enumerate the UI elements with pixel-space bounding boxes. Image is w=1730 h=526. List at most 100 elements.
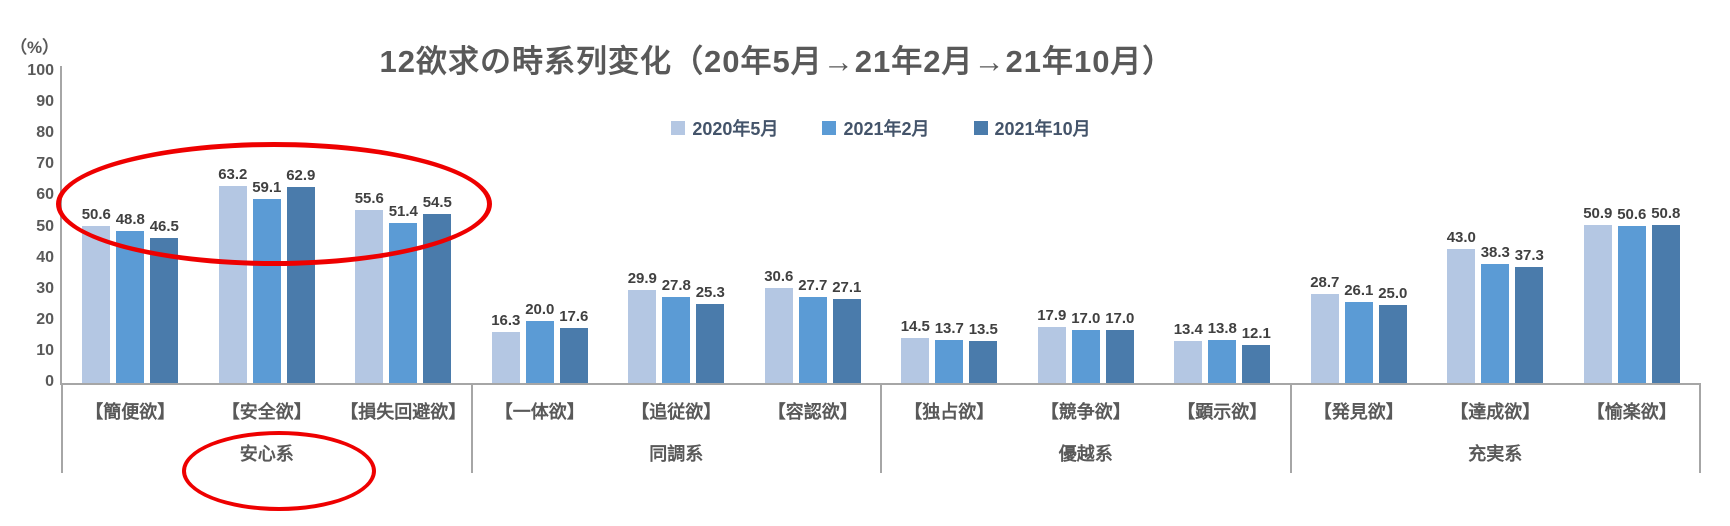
annotation-ellipse-group-label: [182, 431, 376, 511]
bar: [901, 337, 930, 383]
bar: [969, 341, 998, 383]
bar-value-label: 13.4: [1173, 321, 1203, 339]
bar: [1447, 249, 1476, 383]
bar-value-label: 17.6: [559, 308, 589, 326]
category-label: 【独占欲】: [904, 402, 995, 422]
bar: [628, 290, 657, 383]
y-tick-label: 80: [36, 124, 54, 142]
group-divider-line: [470, 383, 473, 473]
category-label: 【競争欲】: [1040, 402, 1131, 422]
bar-value-label: 27.1: [832, 278, 862, 296]
legend-item: 2020年5月: [671, 115, 778, 141]
bar-value-label: 13.8: [1207, 320, 1237, 338]
y-tick-label: 90: [36, 93, 54, 111]
y-tick-label: 0: [45, 373, 54, 390]
category-label: 【追従欲】: [631, 402, 722, 422]
annotation-ellipse-bars: [56, 142, 492, 266]
bar: [662, 296, 691, 383]
bar-value-label: 16.3: [491, 312, 521, 330]
bar: [1071, 330, 1100, 383]
y-axis-unit-label: （%）: [10, 38, 60, 57]
group-divider-line: [1289, 383, 1292, 473]
bar-value-label: 25.0: [1378, 285, 1408, 303]
legend: 2020年5月 2021年2月 2021年10月: [62, 115, 1700, 141]
bar-value-label: 43.0: [1446, 229, 1476, 247]
bar: [832, 298, 861, 383]
bar: [525, 320, 554, 383]
bar: [1583, 224, 1612, 383]
bar-value-label: 20.0: [525, 300, 555, 318]
bar: [764, 287, 793, 383]
group-divider-line: [880, 383, 882, 473]
group-label: 優越系: [1058, 444, 1113, 464]
bar: [491, 332, 520, 383]
legend-series-label: 2021年10月: [994, 119, 1091, 139]
bar: [1105, 330, 1134, 383]
bar-value-label: 12.1: [1241, 325, 1271, 343]
legend-swatch-icon: [671, 121, 686, 135]
group-divider-line: [61, 383, 63, 473]
bar: [1378, 305, 1407, 384]
bar-value-label: 50.6: [1617, 205, 1647, 223]
bar-value-label: 37.3: [1514, 247, 1544, 264]
y-tick-label: 70: [36, 155, 54, 173]
bar: [116, 231, 145, 383]
category-label: 【達成欲】: [1450, 402, 1541, 422]
bar: [935, 340, 964, 383]
y-axis-line: [60, 66, 62, 383]
y-tick-label: 10: [36, 341, 54, 359]
group-label: 同調系: [649, 444, 704, 464]
bar-value-label: 27.8: [661, 276, 691, 294]
legend-item: 2021年10月: [973, 115, 1091, 141]
bar-value-label: 28.7: [1310, 273, 1340, 291]
bar: [1208, 340, 1237, 383]
y-tick-label: 60: [36, 186, 54, 204]
bar: [559, 328, 588, 383]
bar-value-label: 14.5: [900, 317, 930, 335]
category-label: 【愉楽欲】: [1586, 402, 1677, 422]
bar: [1174, 341, 1203, 383]
bar-value-label: 30.6: [764, 267, 794, 285]
category-label: 【損失回避欲】: [340, 402, 467, 422]
bar-value-label: 38.3: [1480, 243, 1510, 261]
bar: [696, 304, 725, 383]
bar: [1344, 301, 1373, 383]
bar: [82, 225, 111, 383]
bar: [1617, 225, 1646, 383]
bar-value-label: 13.5: [968, 321, 998, 338]
bar-value-label: 27.7: [798, 276, 828, 294]
bar-value-label: 29.9: [627, 270, 657, 287]
category-label: 【安全欲】: [221, 402, 312, 422]
y-tick-label: 20: [36, 310, 54, 328]
y-tick-label: 100: [27, 62, 54, 79]
bar: [1310, 293, 1339, 383]
group-label: 充実系: [1468, 444, 1523, 464]
bar-value-label: 17.9: [1037, 307, 1067, 325]
legend-series-label: 2020年5月: [692, 119, 779, 139]
bar-value-label: 25.3: [695, 284, 725, 302]
group-divider-line: [1699, 383, 1701, 473]
bar-value-label: 50.9: [1583, 204, 1613, 222]
y-tick-label: 50: [36, 217, 54, 235]
category-label: 【容認欲】: [767, 402, 858, 422]
bar-value-label: 17.0: [1071, 310, 1101, 328]
category-label: 【顕示欲】: [1177, 402, 1268, 422]
category-label: 【発見欲】: [1313, 402, 1404, 422]
category-label: 【簡便欲】: [85, 402, 176, 422]
bar: [150, 238, 179, 383]
bar: [1651, 225, 1680, 383]
legend-swatch-icon: [973, 121, 988, 135]
bar: [1515, 267, 1544, 383]
legend-swatch-icon: [822, 121, 837, 135]
bar-value-label: 50.8: [1651, 205, 1681, 222]
bar: [1242, 345, 1271, 383]
y-tick-label: 30: [36, 279, 54, 297]
bar-value-label: 13.7: [934, 320, 964, 338]
category-label: 【一体欲】: [494, 402, 585, 422]
bar: [1037, 327, 1066, 383]
chart-title: 12欲求の時系列変化（20年5月→21年2月→21年10月）: [379, 44, 1175, 79]
bar: [798, 296, 827, 383]
bar-value-label: 17.0: [1105, 310, 1135, 328]
